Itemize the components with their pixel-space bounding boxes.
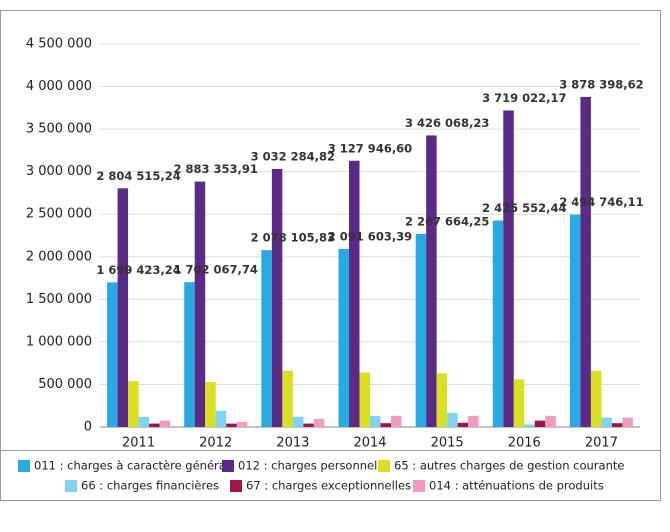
bar xyxy=(569,214,581,427)
legend-swatch xyxy=(413,480,425,492)
bar xyxy=(426,135,437,428)
bar xyxy=(590,370,602,427)
bar xyxy=(149,423,160,427)
bar xyxy=(271,168,283,427)
bar xyxy=(524,424,535,427)
x-tick-label: 2015 xyxy=(431,436,464,451)
y-tick-label: 4 500 000 xyxy=(26,37,92,52)
bar xyxy=(601,417,612,427)
value-label: 3 127 946,60 xyxy=(328,141,412,155)
bar xyxy=(128,381,139,427)
y-tick-label: 1 500 000 xyxy=(26,292,92,307)
legend-label: 011 : charges à caractère général xyxy=(34,459,229,473)
bar xyxy=(261,250,272,427)
bar xyxy=(313,418,325,427)
legend-swatch xyxy=(18,460,30,472)
bar xyxy=(338,248,349,427)
x-tick-label: 2017 xyxy=(585,436,618,451)
legend-label: 014 : atténuations de produits xyxy=(429,479,604,493)
bar xyxy=(492,220,504,427)
bar xyxy=(184,282,195,427)
legend-swatch xyxy=(65,480,77,492)
y-tick-label: 1 000 000 xyxy=(26,334,92,349)
x-tick-label: 2016 xyxy=(508,436,541,451)
value-label: 3 719 022,17 xyxy=(482,91,566,105)
bar xyxy=(457,422,469,427)
x-tick-label: 2014 xyxy=(353,436,386,451)
bar xyxy=(513,379,525,427)
bar xyxy=(545,415,556,427)
frame xyxy=(0,10,661,501)
legend-label: 67 : charges exceptionnelles xyxy=(246,479,411,493)
bar xyxy=(226,423,237,427)
y-tick-label: 4 000 000 xyxy=(26,79,92,94)
legend-swatch xyxy=(230,480,242,492)
y-tick-label: 500 000 xyxy=(38,377,92,392)
bar xyxy=(622,417,633,427)
bar xyxy=(292,416,304,427)
bar xyxy=(380,423,391,427)
value-label: 2 267 664,25 xyxy=(405,214,489,228)
bar xyxy=(534,420,546,427)
bar xyxy=(436,373,448,427)
bar xyxy=(117,188,129,427)
y-tick-label: 2 000 000 xyxy=(26,249,92,264)
x-tick-label: 2013 xyxy=(276,436,309,451)
y-tick-label: 2 500 000 xyxy=(26,207,92,222)
legend-label: 66 : charges financières xyxy=(81,479,219,493)
x-tick-label: 2011 xyxy=(122,436,155,451)
bar xyxy=(205,381,216,427)
value-label: 3 032 284,82 xyxy=(251,149,335,163)
bar xyxy=(138,416,150,427)
bar xyxy=(303,423,314,427)
value-label: 2 078 105,83 xyxy=(251,231,335,245)
value-label: 2 494 746,11 xyxy=(559,195,643,209)
bar xyxy=(580,96,591,427)
bar xyxy=(503,110,514,427)
bar xyxy=(359,372,370,427)
legend-label: 012 : charges personnel xyxy=(238,459,377,473)
bar xyxy=(236,421,248,427)
bar xyxy=(370,415,381,427)
bar xyxy=(215,410,227,427)
legend-label: 65 : autres charges de gestion courante xyxy=(394,459,624,473)
bar xyxy=(282,370,293,427)
value-label: 1 699 423,24 xyxy=(96,263,180,277)
y-tick-label: 3 500 000 xyxy=(26,122,92,137)
bar xyxy=(349,160,360,428)
value-label: 3 878 398,62 xyxy=(559,77,643,91)
value-label: 2 883 353,91 xyxy=(174,162,258,176)
bar xyxy=(159,420,171,427)
value-label: 1 702 067,74 xyxy=(174,263,258,277)
value-label: 2 804 515,24 xyxy=(96,169,180,183)
legend-swatch xyxy=(378,460,390,472)
value-label: 3 426 068,23 xyxy=(405,116,489,130)
bar xyxy=(415,233,427,427)
y-tick-label: 3 000 000 xyxy=(26,164,92,179)
bar xyxy=(611,423,623,427)
bar xyxy=(194,181,206,427)
value-label: 2 091 603,39 xyxy=(328,229,412,243)
bar xyxy=(447,412,458,427)
bar xyxy=(468,415,479,427)
bar xyxy=(391,415,402,427)
legend-swatch xyxy=(222,460,234,472)
bar xyxy=(107,282,118,427)
value-label: 2 425 552,44 xyxy=(482,201,566,215)
y-tick-label: 0 xyxy=(84,420,92,435)
x-tick-label: 2012 xyxy=(199,436,232,451)
